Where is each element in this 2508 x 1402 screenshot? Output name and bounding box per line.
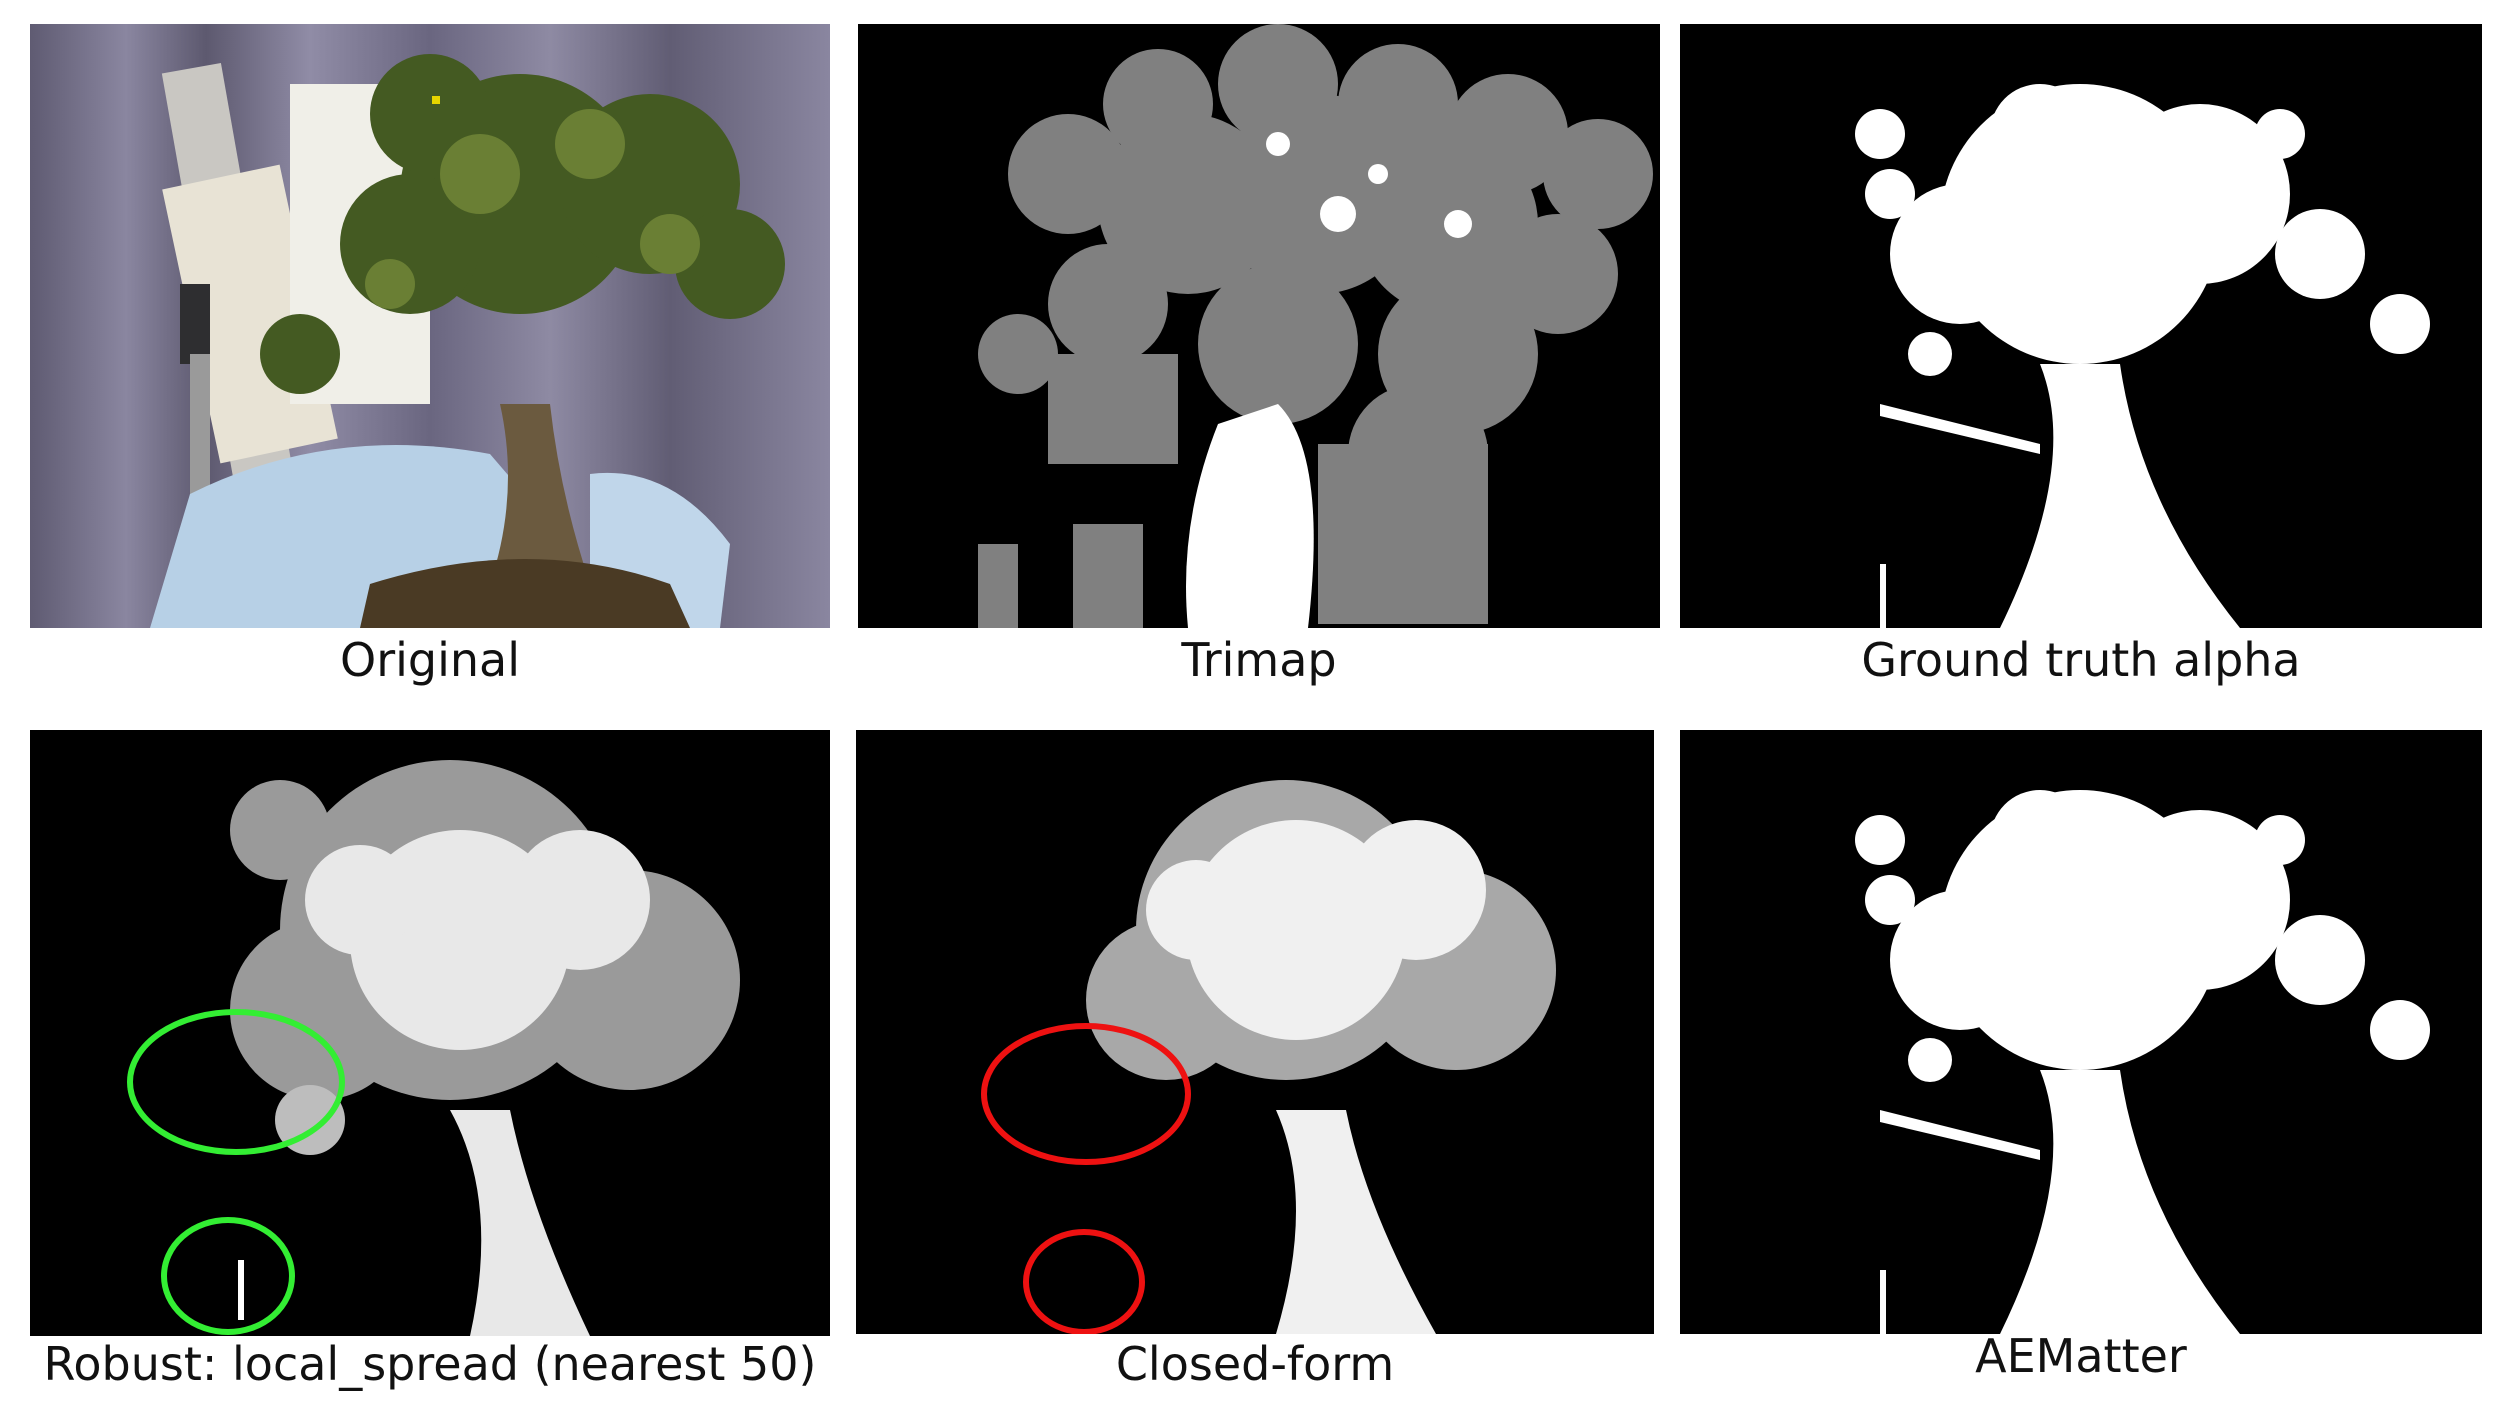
panel-trimap: [858, 24, 1660, 628]
caption-closed-form: Closed-form: [1115, 1337, 1395, 1391]
caption-aematter: AEMatter: [1975, 1329, 2187, 1383]
caption-original: Original: [339, 633, 520, 687]
closed-form-image: [856, 730, 1654, 1334]
highlight-ellipse-upper: [981, 1023, 1191, 1165]
highlight-ellipse-lower: [161, 1217, 295, 1335]
caption-trimap: Trimap: [1181, 633, 1337, 687]
caption-ground-truth: Ground truth alpha: [1861, 633, 2301, 687]
robust-circle-overlay: [127, 1009, 345, 1335]
trimap-image: [858, 24, 1660, 628]
aematter-image: [1680, 730, 2482, 1334]
panel-aematter: [1680, 730, 2482, 1334]
original-photo: [30, 24, 830, 628]
closed-form-circle-overlay: [981, 1023, 1191, 1334]
caption-robust: Robust: local_spread (nearest 50): [43, 1337, 817, 1391]
panel-robust: [30, 730, 830, 1336]
panel-ground-truth: [1680, 24, 2482, 628]
highlight-ellipse-upper: [127, 1009, 345, 1155]
panel-closed-form: [856, 730, 1654, 1334]
ground-truth-image: [1680, 24, 2482, 628]
panel-original: [30, 24, 830, 628]
highlight-ellipse-lower: [1023, 1229, 1145, 1334]
